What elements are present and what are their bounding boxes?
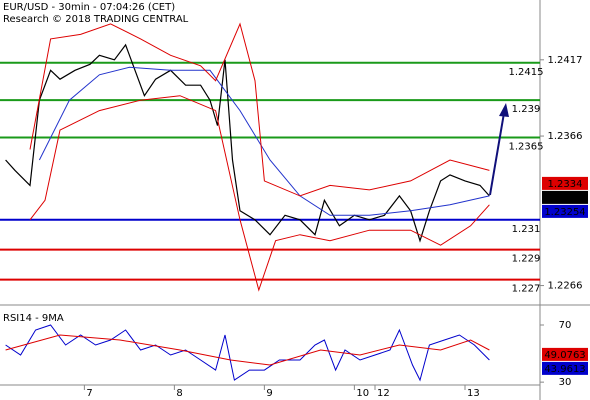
x-tick-label: 9 [266, 388, 272, 399]
x-tick-label: 10 [356, 388, 369, 399]
panel-title: RSI14 - 9MA [3, 313, 64, 324]
value-tag [542, 204, 588, 218]
series-line [29, 22, 490, 197]
y-tick-label: 70 [559, 320, 572, 331]
value-tag [542, 176, 588, 190]
value-tag-label: 1.23254 [544, 207, 585, 218]
level-label: 1.227 [512, 284, 541, 295]
level-label: 1.2415 [509, 67, 544, 78]
x-tick-label: 7 [86, 388, 92, 399]
value-tag [542, 190, 588, 204]
series-line [5, 334, 490, 366]
series-line [29, 95, 490, 292]
y-tick-label: 1.2417 [548, 55, 583, 66]
series-line [5, 324, 490, 382]
value-tag [542, 361, 588, 375]
x-tick-label: 8 [176, 388, 182, 399]
level-label: 1.2365 [509, 142, 544, 153]
value-tag-label: 1.2334 [548, 179, 583, 190]
chart-subtitle: Research © 2018 TRADING CENTRAL [3, 14, 189, 25]
x-tick-label: 13 [467, 388, 480, 399]
value-tag-label: 1.23265 [544, 193, 585, 204]
value-tag [542, 347, 588, 361]
forecast-arrow [489, 112, 505, 196]
value-tag-label: 43.9613 [544, 364, 585, 375]
value-tag-label: 49.0763 [544, 350, 585, 361]
level-label: 1.239 [512, 104, 541, 115]
level-label: 1.231 [512, 224, 541, 235]
series-line [5, 43, 490, 243]
y-tick-label: 30 [559, 377, 572, 388]
level-label: 1.229 [512, 254, 541, 265]
y-tick-label: 1.2266 [548, 281, 583, 292]
series-line [38, 66, 490, 216]
forecast-arrowhead [499, 103, 509, 117]
y-tick-label: 1.2366 [548, 131, 583, 142]
chart-title: EUR/USD - 30min - 07:04:26 (CET) [3, 2, 175, 13]
x-tick-label: 12 [377, 388, 390, 399]
plot-layer: 1.2417 1.2366 1.2266 7 8 9 10 12 13 1.2415 1.239 1.… [0, 22, 588, 399]
